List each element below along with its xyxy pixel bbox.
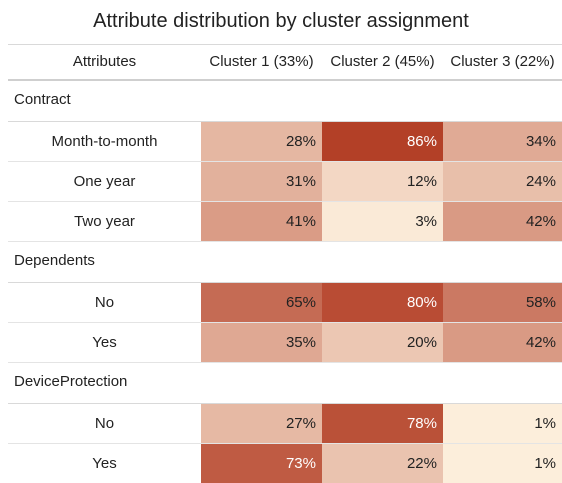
row-label: Yes: [92, 334, 117, 351]
row-divider: [8, 362, 562, 363]
heatmap-cell: 1%: [443, 404, 562, 443]
row-label: Two year: [74, 213, 135, 230]
heatmap-cell: 27%: [201, 404, 322, 443]
heatmap-cell: 28%: [201, 122, 322, 161]
heatmap-cell: 20%: [322, 323, 443, 362]
group-divider: [8, 121, 562, 122]
row-divider: [8, 443, 562, 444]
row-divider: [8, 201, 562, 202]
header-cluster-1: Cluster 1 (33%): [209, 53, 314, 70]
group-divider: [8, 403, 562, 404]
group-label: Contract: [14, 91, 71, 108]
group-divider: [8, 282, 562, 283]
heatmap-cell: 58%: [443, 283, 562, 322]
heatmap-cell: 1%: [443, 444, 562, 483]
row-divider: [8, 161, 562, 162]
heatmap-cell: 42%: [443, 202, 562, 241]
title-divider: [8, 44, 562, 45]
heatmap-cell: 31%: [201, 162, 322, 201]
header-attributes: Attributes: [72, 53, 137, 70]
heatmap-cell: 35%: [201, 323, 322, 362]
heatmap-cell: 42%: [443, 323, 562, 362]
row-label: Yes: [92, 455, 117, 472]
heatmap-cell: 65%: [201, 283, 322, 322]
heatmap-cell: 12%: [322, 162, 443, 201]
heatmap-cell: 41%: [201, 202, 322, 241]
heatmap-cell: 34%: [443, 122, 562, 161]
heatmap-cell: 73%: [201, 444, 322, 483]
header-cluster-2: Cluster 2 (45%): [330, 53, 435, 70]
chart-title: Attribute distribution by cluster assign…: [93, 10, 469, 32]
header-divider: [8, 79, 562, 81]
heatmap-cell: 24%: [443, 162, 562, 201]
row-label: One year: [73, 173, 136, 190]
row-divider: [8, 322, 562, 323]
row-label: No: [94, 294, 115, 311]
heatmap-cell: 78%: [322, 404, 443, 443]
row-divider: [8, 241, 562, 242]
row-label: No: [94, 415, 115, 432]
heatmap-cell: 3%: [322, 202, 443, 241]
heatmap-cell: 22%: [322, 444, 443, 483]
heatmap-cell: 80%: [322, 283, 443, 322]
header-cluster-3: Cluster 3 (22%): [450, 53, 555, 70]
heatmap-cell: 86%: [322, 122, 443, 161]
group-label: Dependents: [14, 252, 95, 269]
group-label: DeviceProtection: [14, 373, 128, 390]
row-label: Month-to-month: [51, 133, 158, 150]
